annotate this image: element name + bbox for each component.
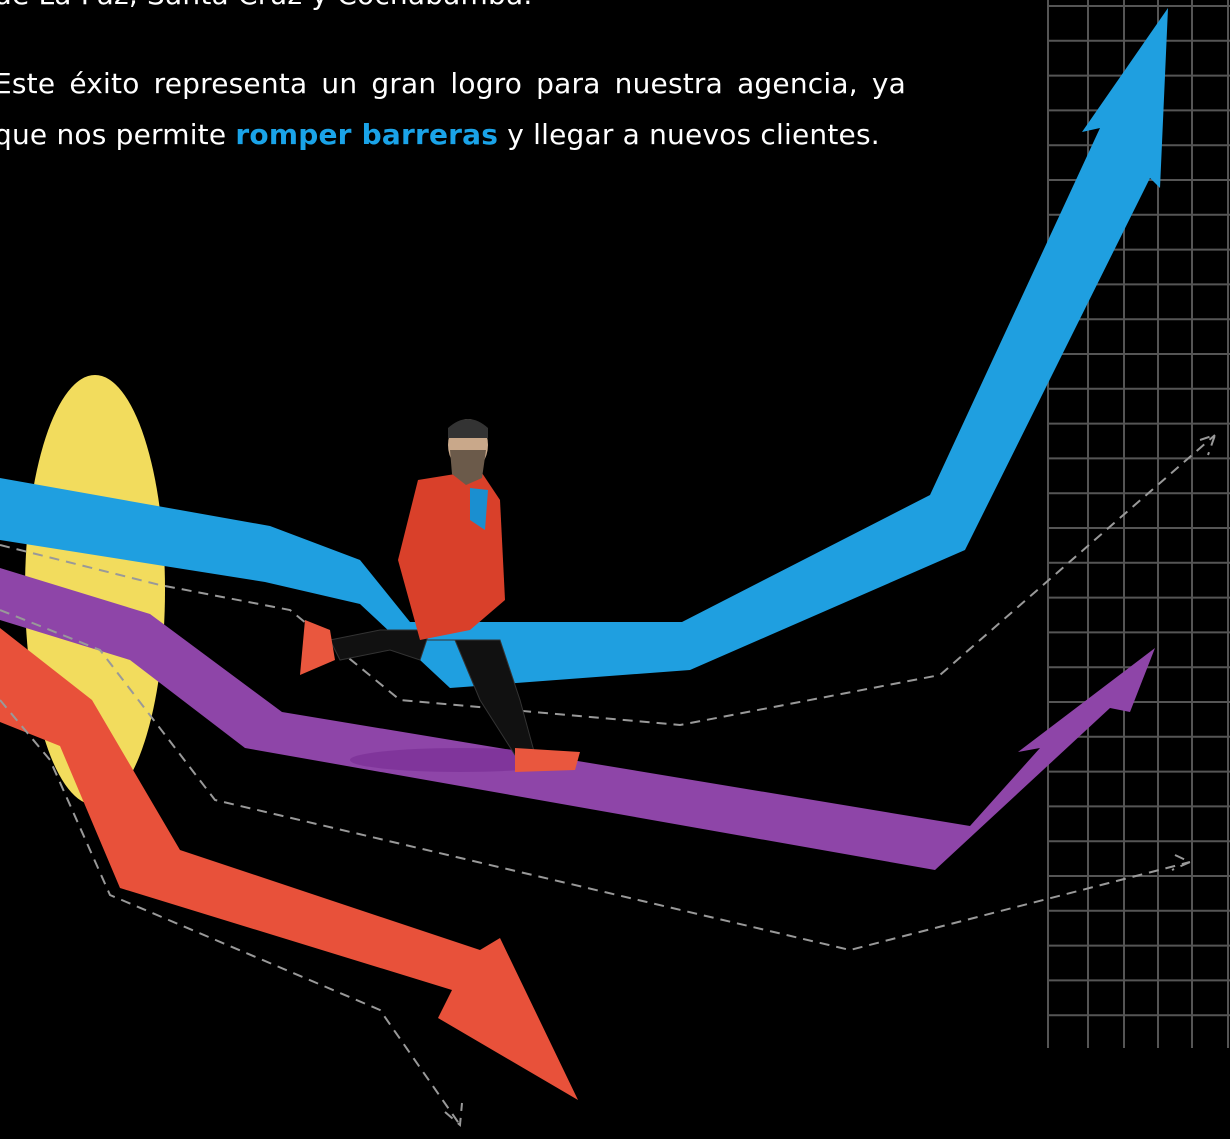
dashed-lines: [0, 433, 1217, 1128]
paragraph-text: y llegar a nuevos clientes.: [507, 118, 880, 151]
paragraph-text: de La Paz, Santa Cruz y Cochabamba.: [0, 0, 532, 11]
paragraph-text: Este éxito representa un gran logro para…: [0, 67, 906, 151]
highlight-text: romper barreras: [235, 118, 499, 151]
runner: [300, 419, 580, 772]
red-arrow: [0, 628, 578, 1100]
paragraph: de La Paz, Santa Cruz y Cochabamba.: [0, 0, 906, 20]
paragraph: Este éxito representa un gran logro para…: [0, 58, 906, 160]
purple-arrow: [0, 568, 1155, 870]
